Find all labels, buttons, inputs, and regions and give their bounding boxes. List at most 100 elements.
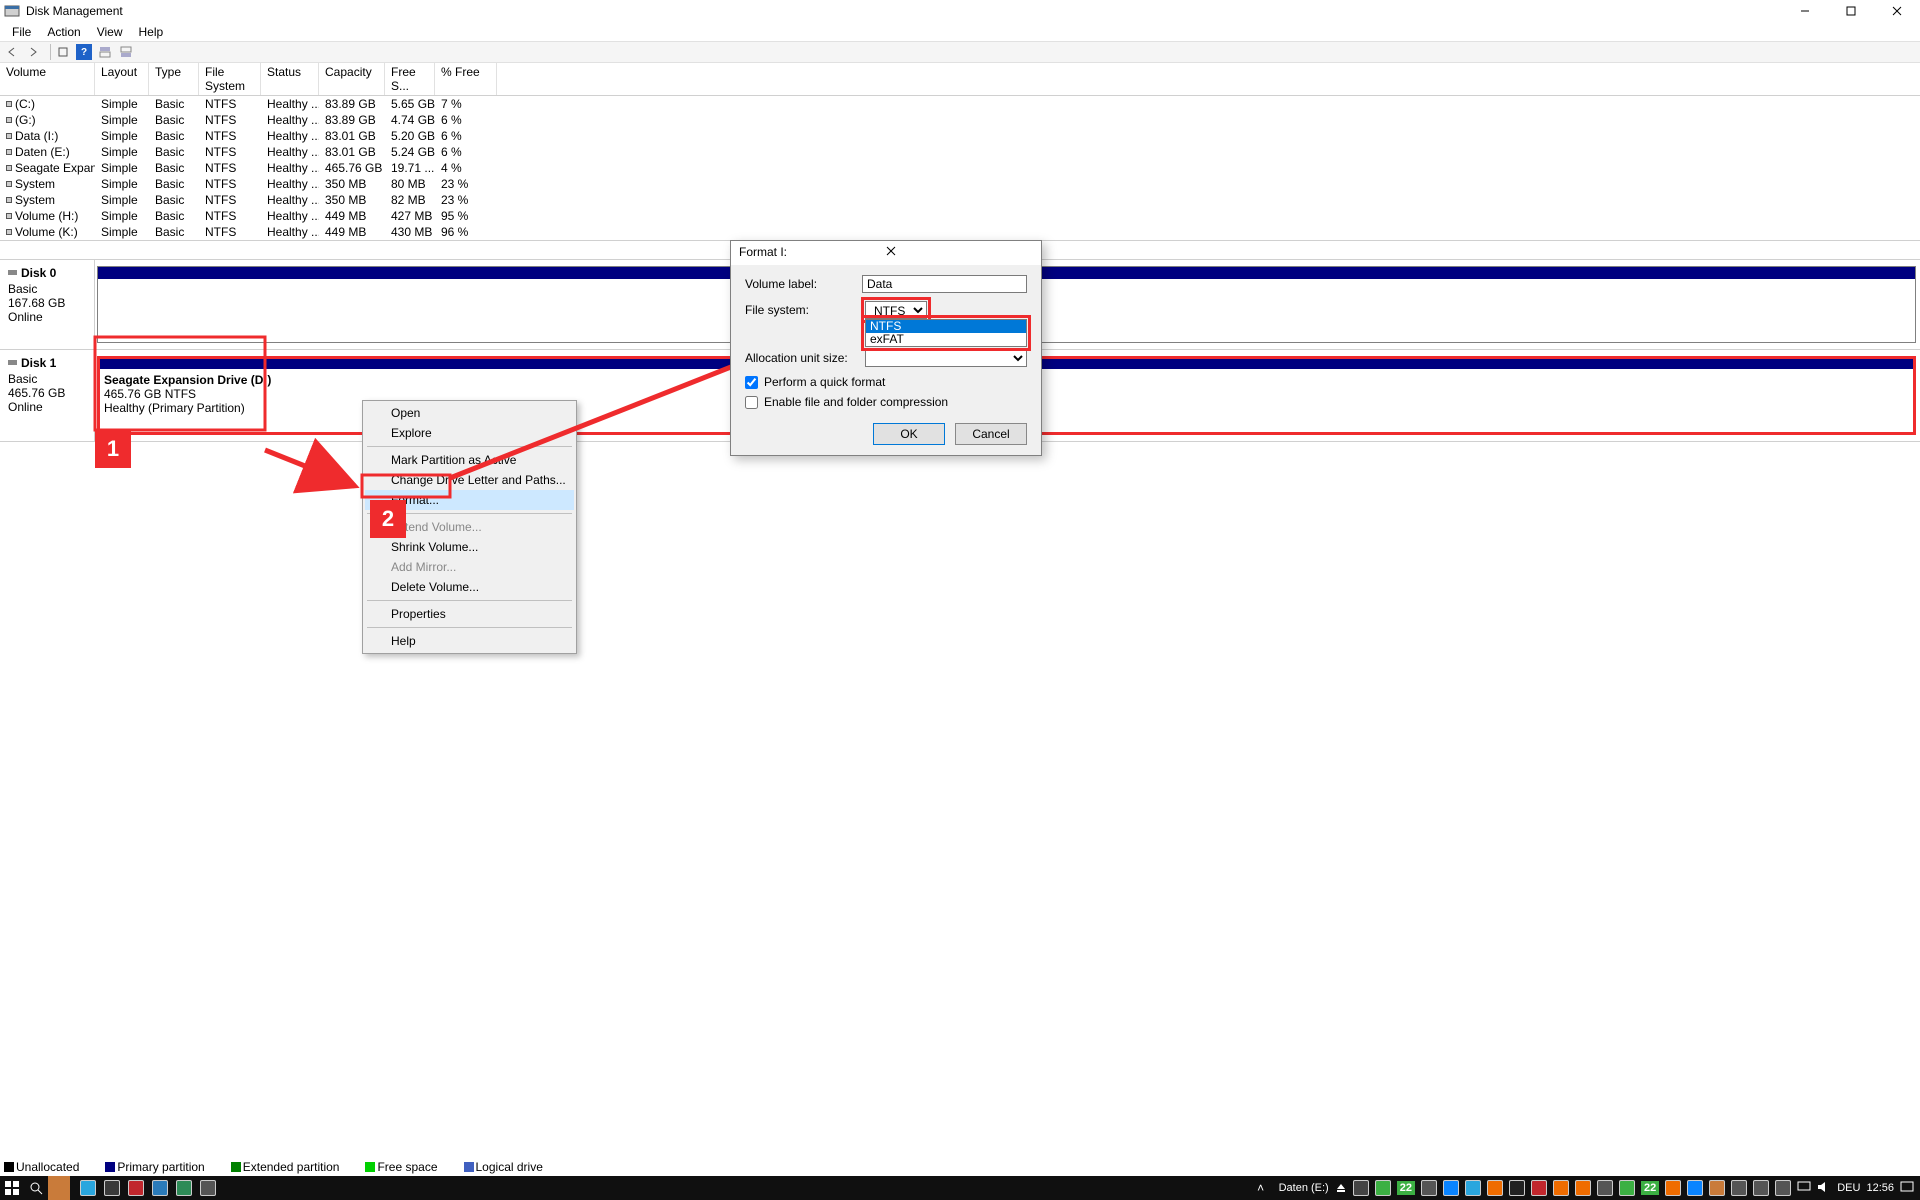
pinned-app-icon[interactable] [196, 1176, 220, 1200]
search-icon[interactable] [24, 1176, 48, 1200]
col-fs[interactable]: File System [199, 63, 261, 95]
tray-volume-icon[interactable] [1817, 1181, 1831, 1196]
ctx-mark-active[interactable]: Mark Partition as Active [365, 450, 574, 470]
pinned-app-icon[interactable] [124, 1176, 148, 1200]
tray-icon[interactable] [1597, 1180, 1613, 1196]
tray-icon[interactable] [1487, 1180, 1503, 1196]
tray-clock[interactable]: 12:56 [1866, 1182, 1894, 1194]
compression-checkbox[interactable] [745, 396, 758, 409]
tray-date-icon[interactable]: 22 [1397, 1181, 1415, 1195]
tray-icon[interactable] [1731, 1180, 1747, 1196]
tray-icon[interactable] [1575, 1180, 1591, 1196]
volume-row[interactable]: Seagate Expan...SimpleBasicNTFSHealthy .… [0, 160, 1920, 176]
volume-row[interactable]: Volume (H:)SimpleBasicNTFSHealthy ...449… [0, 208, 1920, 224]
legend-logical: Logical drive [476, 1160, 543, 1174]
col-layout[interactable]: Layout [95, 63, 149, 95]
window-title: Disk Management [26, 4, 1782, 18]
file-system-label: File system: [745, 303, 865, 317]
tray-icon[interactable] [1709, 1180, 1725, 1196]
legend: Unallocated Primary partition Extended p… [4, 1160, 563, 1174]
refresh-icon[interactable] [55, 44, 71, 60]
tray-icon[interactable] [1775, 1180, 1791, 1196]
ok-button[interactable]: OK [873, 423, 945, 445]
tray-icon[interactable] [1375, 1180, 1391, 1196]
disk1-state: Online [8, 400, 86, 414]
menu-action[interactable]: Action [39, 23, 88, 41]
help-icon[interactable]: ? [76, 44, 92, 60]
allocation-select[interactable] [865, 349, 1027, 367]
tray-icon[interactable] [1753, 1180, 1769, 1196]
tray-icon[interactable] [1531, 1180, 1547, 1196]
menu-help[interactable]: Help [131, 23, 172, 41]
ctx-change-letter[interactable]: Change Drive Letter and Paths... [365, 470, 574, 490]
ctx-properties[interactable]: Properties [365, 604, 574, 624]
ctx-shrink[interactable]: Shrink Volume... [365, 537, 574, 557]
app-icon [4, 3, 20, 19]
col-volume[interactable]: Volume [0, 63, 95, 95]
volume-label-input[interactable] [862, 275, 1027, 293]
tray-icon[interactable] [1509, 1180, 1525, 1196]
ctx-delete[interactable]: Delete Volume... [365, 577, 574, 597]
volume-row[interactable]: SystemSimpleBasicNTFSHealthy ...350 MB80… [0, 176, 1920, 192]
toolbar: ? [0, 41, 1920, 63]
start-button[interactable] [0, 1176, 24, 1200]
disk0-state: Online [8, 310, 86, 324]
volume-row[interactable]: (C:)SimpleBasicNTFSHealthy ...83.89 GB5.… [0, 96, 1920, 112]
tray-icon[interactable] [1665, 1180, 1681, 1196]
fs-option-exfat[interactable]: exFAT [866, 333, 1026, 346]
volume-row[interactable]: Volume (K:)SimpleBasicNTFSHealthy ...449… [0, 224, 1920, 240]
disk1-type: Basic [8, 372, 86, 386]
tray-icon[interactable] [1687, 1180, 1703, 1196]
cancel-button[interactable]: Cancel [955, 423, 1027, 445]
volume-row[interactable]: Daten (E:)SimpleBasicNTFSHealthy ...83.0… [0, 144, 1920, 160]
col-status[interactable]: Status [261, 63, 319, 95]
tray-icon[interactable] [1465, 1180, 1481, 1196]
volume-row[interactable]: (G:)SimpleBasicNTFSHealthy ...83.89 GB4.… [0, 112, 1920, 128]
ctx-explore[interactable]: Explore [365, 423, 574, 443]
file-system-dropdown: NTFS exFAT [865, 319, 1027, 347]
format-dialog: Format I: Volume label: File system: NTF… [730, 240, 1042, 456]
tray-icon[interactable] [1443, 1180, 1459, 1196]
volume-list: Volume Layout Type File System Status Ca… [0, 63, 1920, 241]
col-type[interactable]: Type [149, 63, 199, 95]
col-pct[interactable]: % Free [435, 63, 497, 95]
close-button[interactable] [1874, 0, 1920, 22]
pinned-app-icon[interactable] [172, 1176, 196, 1200]
pinned-app-icon[interactable] [148, 1176, 172, 1200]
volume-row[interactable]: Data (I:)SimpleBasicNTFSHealthy ...83.01… [0, 128, 1920, 144]
ctx-add-mirror: Add Mirror... [365, 557, 574, 577]
pinned-app-icon[interactable] [76, 1176, 100, 1200]
compression-label: Enable file and folder compression [764, 395, 948, 409]
tray-icon[interactable] [1353, 1180, 1369, 1196]
col-free[interactable]: Free S... [385, 63, 435, 95]
quick-format-checkbox[interactable] [745, 376, 758, 389]
file-system-select[interactable]: NTFS [865, 301, 927, 319]
tray-date-icon[interactable]: 22 [1641, 1181, 1659, 1195]
pinned-app-icon[interactable] [100, 1176, 124, 1200]
menu-view[interactable]: View [89, 23, 131, 41]
tray-icon[interactable] [1619, 1180, 1635, 1196]
minimize-button[interactable] [1782, 0, 1828, 22]
taskview-icon[interactable] [48, 1176, 70, 1200]
dialog-close-icon[interactable] [886, 245, 1033, 259]
view-top-icon[interactable] [97, 44, 113, 60]
ctx-help[interactable]: Help [365, 631, 574, 651]
legend-freespace: Free space [377, 1160, 437, 1174]
tray-chevron-up-icon[interactable]: ˄ [1249, 1176, 1273, 1200]
tray-network-icon[interactable] [1797, 1181, 1811, 1196]
tray-language[interactable]: DEU [1837, 1182, 1860, 1194]
volume-row[interactable]: SystemSimpleBasicNTFSHealthy ...350 MB82… [0, 192, 1920, 208]
menu-file[interactable]: File [4, 23, 39, 41]
tray-eject-icon[interactable] [1335, 1181, 1347, 1196]
view-bottom-icon[interactable] [118, 44, 134, 60]
maximize-button[interactable] [1828, 0, 1874, 22]
tray-notifications-icon[interactable] [1900, 1181, 1914, 1196]
nav-forward-icon[interactable] [25, 44, 41, 60]
ctx-open[interactable]: Open [365, 403, 574, 423]
tray-icon[interactable] [1553, 1180, 1569, 1196]
nav-back-icon[interactable] [4, 44, 20, 60]
tray-icon[interactable] [1421, 1180, 1437, 1196]
col-cap[interactable]: Capacity [319, 63, 385, 95]
disk1-label: Disk 1 Basic 465.76 GB Online [0, 350, 95, 441]
callout-1: 1 [95, 430, 131, 468]
